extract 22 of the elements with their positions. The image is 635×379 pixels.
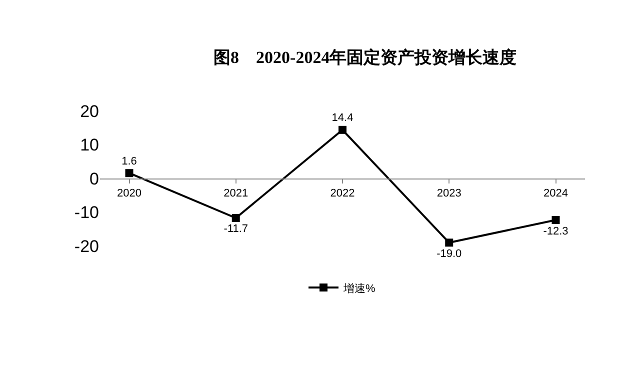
data-label: 14.4 (332, 112, 354, 124)
x-tick-label: 2024 (544, 188, 568, 200)
x-tick-label: 2022 (330, 188, 355, 200)
point (445, 238, 454, 247)
x-tick-label: 2021 (224, 188, 248, 200)
point (125, 169, 134, 178)
point (338, 126, 346, 134)
y-tick-label: 10 (80, 136, 99, 155)
data-label: 1.6 (122, 155, 137, 168)
y-tick-label: -10 (74, 203, 99, 222)
data-label: -11.7 (224, 223, 248, 236)
y-tick-label: -20 (74, 236, 99, 256)
x-tick-label: 2023 (436, 188, 462, 200)
point (552, 216, 560, 224)
y-tick-label: 0 (90, 169, 99, 188)
data-label: -12.3 (543, 225, 568, 238)
data-label: -19.0 (436, 248, 462, 260)
chart-title: 图8 2020-2024年固定资产投资增长速度 (214, 48, 517, 67)
legend-label: 增速% (342, 282, 376, 295)
x-tick-label: 2020 (117, 188, 142, 200)
y-tick-label: 20 (80, 102, 99, 121)
point (232, 214, 240, 222)
